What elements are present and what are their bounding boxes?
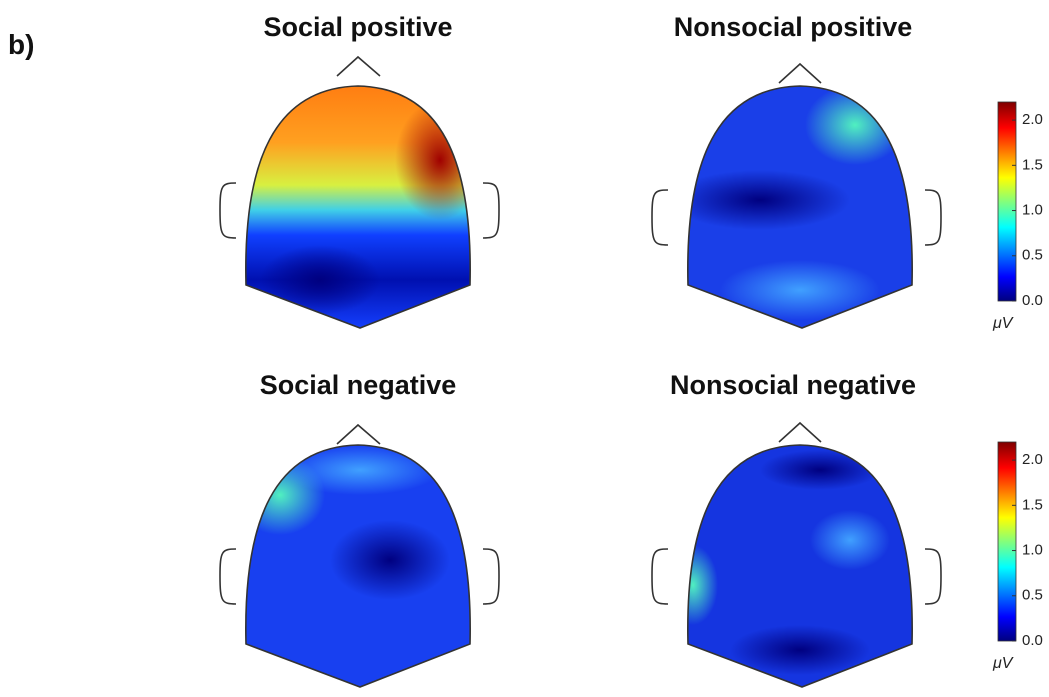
colorbar xyxy=(997,101,1017,302)
panel-label: b) xyxy=(8,29,34,60)
colorbar-unit: μV xyxy=(992,655,1014,672)
colorbar-tick-label: 2.0 xyxy=(1022,451,1043,468)
colorbar-tick-label: 0.5 xyxy=(1022,587,1043,604)
colorbar-tick-label: 0.5 xyxy=(1022,247,1043,264)
map-title: Social negative xyxy=(260,370,457,400)
map-title: Nonsocial positive xyxy=(674,12,913,42)
topomap: Social positive xyxy=(219,12,500,329)
colorbar-tick-label: 1.5 xyxy=(1022,496,1043,513)
colorbar-unit: μV xyxy=(992,315,1014,332)
topomap: Nonsocial negative xyxy=(651,370,942,688)
topomap: Social negative xyxy=(219,370,500,688)
map-title: Nonsocial negative xyxy=(670,370,916,400)
colorbar-tick-label: 0.0 xyxy=(1022,292,1043,309)
colorbar-tick-label: 0.0 xyxy=(1022,632,1043,649)
colorbar-tick-label: 2.0 xyxy=(1022,111,1043,128)
colorbar-tick-label: 1.0 xyxy=(1022,202,1043,219)
colorbar-tick-label: 1.5 xyxy=(1022,156,1043,173)
colorbar xyxy=(997,441,1017,642)
topomap: Nonsocial positive xyxy=(651,12,942,329)
colorbar-tick-label: 1.0 xyxy=(1022,542,1043,559)
map-title: Social positive xyxy=(263,12,452,42)
